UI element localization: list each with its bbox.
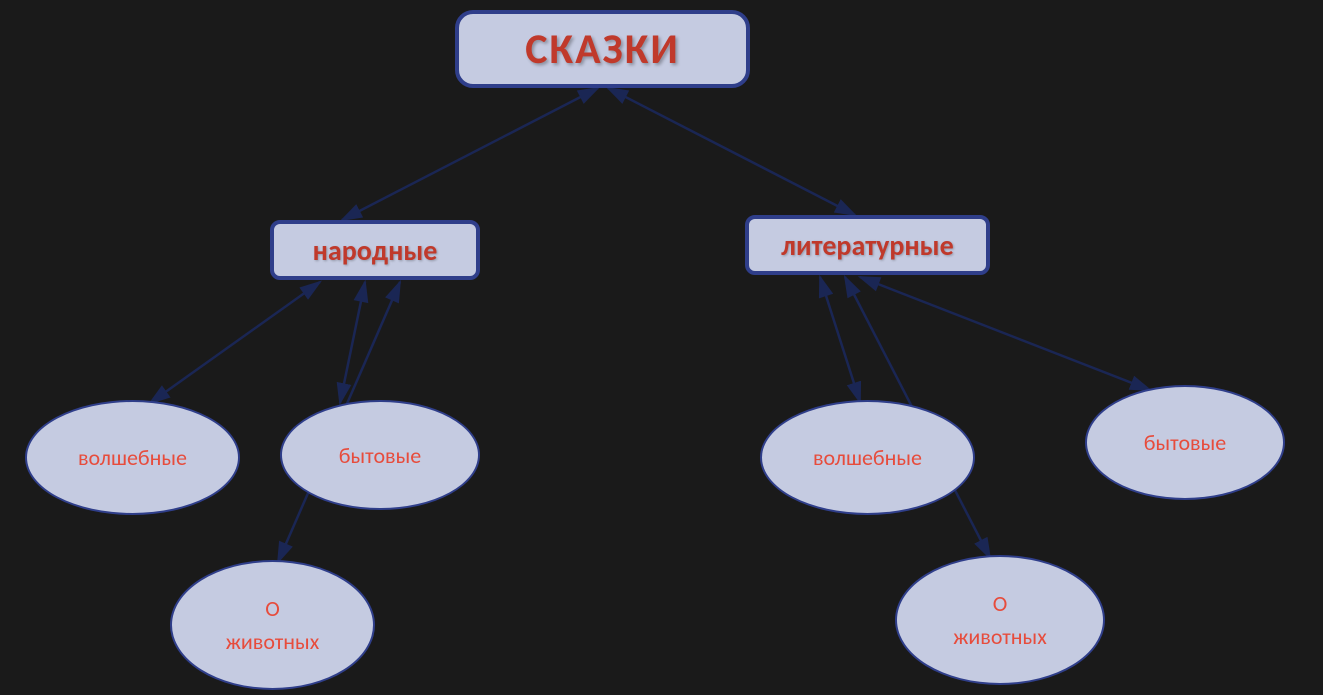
category-label: литературные (781, 228, 953, 263)
tree-edge (340, 282, 365, 403)
leaf-node: бытовые (1085, 385, 1285, 500)
root-title: СКАЗКИ (525, 24, 680, 75)
leaf-label: бытовые (339, 439, 421, 472)
tree-edge (608, 88, 855, 215)
leaf-node: Оживотных (895, 555, 1105, 685)
tree-edge (820, 277, 860, 402)
leaf-node: волшебные (25, 400, 240, 515)
category-node-folk: народные (270, 220, 480, 280)
category-label: народные (313, 233, 438, 268)
tree-edge (342, 88, 598, 220)
root-node: СКАЗКИ (455, 10, 750, 88)
tree-edge (860, 277, 1150, 390)
leaf-label: бытовые (1144, 426, 1226, 459)
leaf-label: волшебные (813, 441, 922, 474)
category-node-literary: литературные (745, 215, 990, 275)
leaf-node: Оживотных (170, 560, 375, 690)
leaf-label: Оживотных (953, 587, 1047, 653)
leaf-node: бытовые (280, 400, 480, 510)
leaf-label: Оживотных (226, 592, 320, 658)
leaf-node: волшебные (760, 400, 975, 515)
leaf-label: волшебные (78, 441, 187, 474)
tree-edge (150, 282, 320, 403)
